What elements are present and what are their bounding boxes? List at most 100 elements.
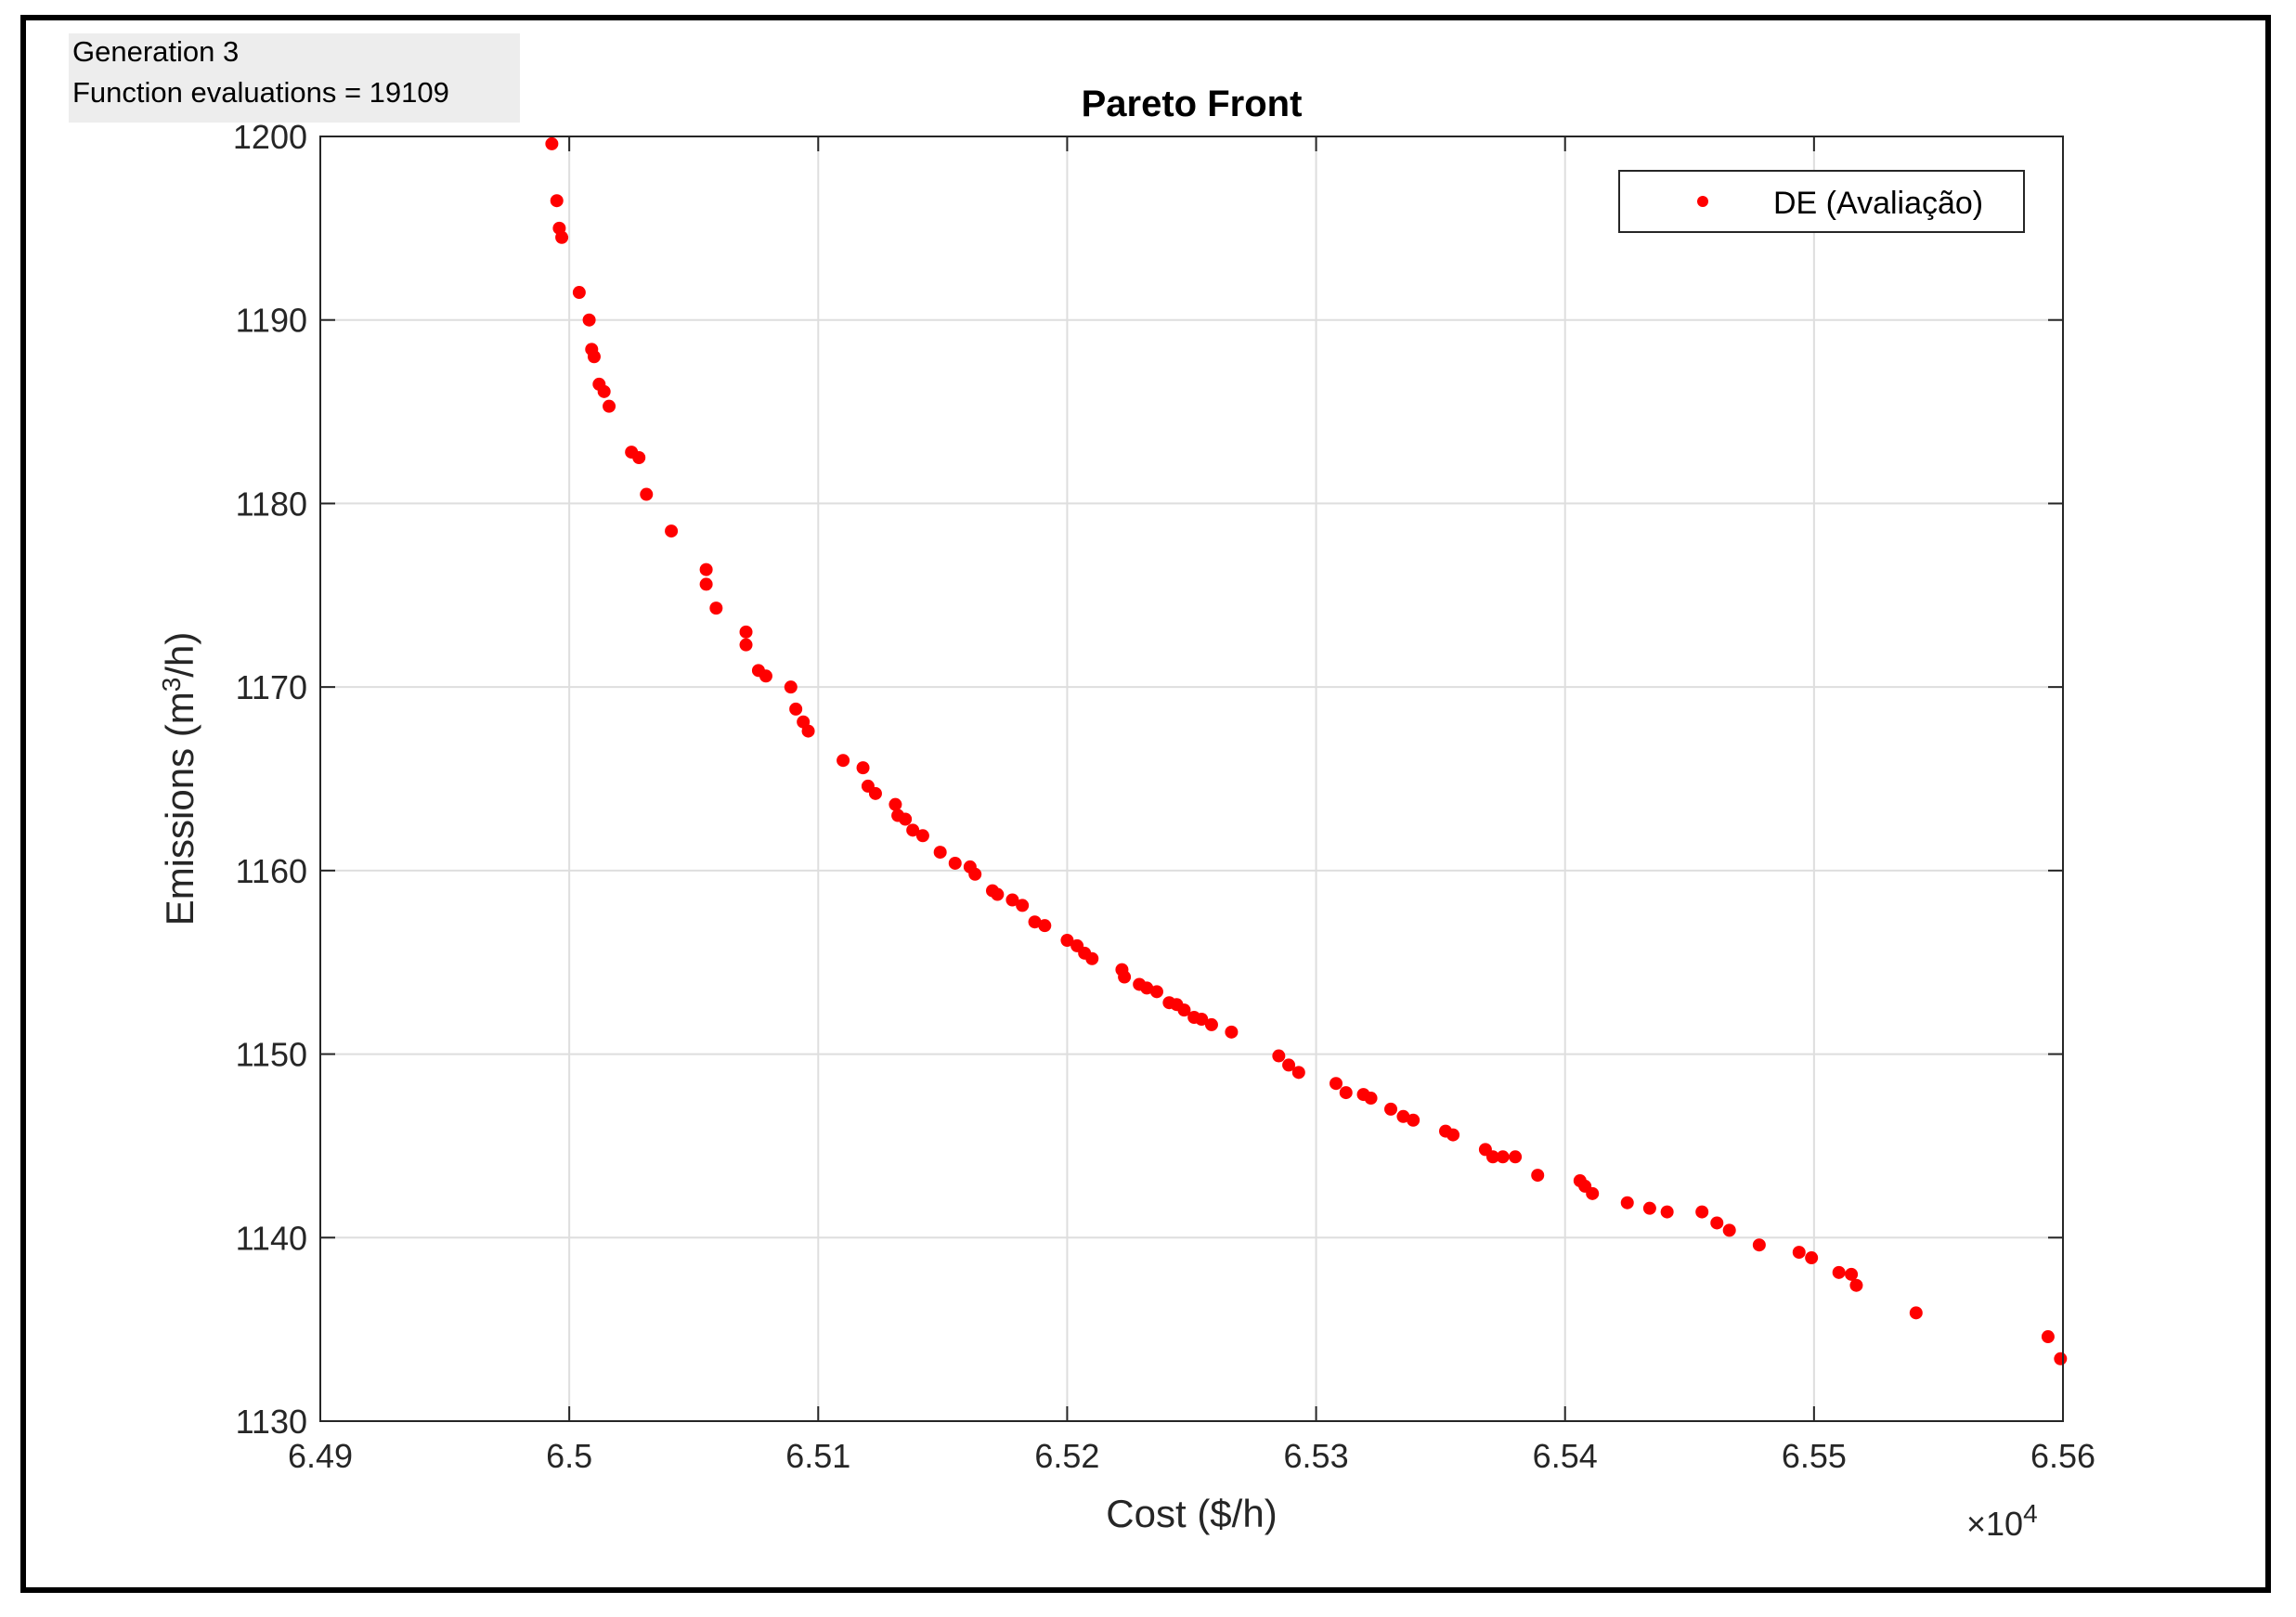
data-point bbox=[545, 136, 559, 150]
data-point bbox=[1909, 1306, 1923, 1320]
data-point bbox=[582, 313, 596, 327]
data-point bbox=[1849, 1278, 1863, 1292]
data-point bbox=[1531, 1169, 1545, 1183]
data-point bbox=[555, 230, 569, 244]
data-point bbox=[632, 451, 646, 464]
data-point bbox=[1509, 1150, 1523, 1164]
data-point bbox=[784, 680, 798, 694]
y-tick-label: 1200 bbox=[233, 118, 307, 156]
y-tick-label: 1190 bbox=[236, 302, 307, 340]
data-point bbox=[856, 761, 870, 775]
x-tick-label: 6.53 bbox=[1284, 1437, 1349, 1475]
data-point bbox=[1140, 981, 1154, 995]
data-point bbox=[587, 350, 601, 364]
data-point bbox=[1396, 1109, 1410, 1123]
y-axis-title-sup: 3 bbox=[157, 678, 186, 692]
legend-marker bbox=[1697, 196, 1708, 207]
data-point bbox=[1792, 1246, 1806, 1260]
data-point bbox=[1339, 1086, 1353, 1100]
data-point bbox=[1805, 1251, 1819, 1265]
data-point bbox=[1722, 1223, 1736, 1237]
data-point bbox=[2041, 1330, 2055, 1344]
data-point bbox=[801, 724, 815, 738]
data-point bbox=[1384, 1102, 1398, 1116]
data-point bbox=[837, 754, 850, 768]
data-point bbox=[948, 856, 962, 870]
y-tick-label: 1140 bbox=[236, 1219, 307, 1257]
data-point bbox=[2054, 1352, 2068, 1365]
data-point bbox=[699, 577, 713, 591]
data-point bbox=[789, 702, 803, 716]
data-point bbox=[1028, 915, 1042, 929]
data-point bbox=[1586, 1186, 1600, 1200]
axis-ticks: 6.49 6.5 6.51 6.52 6.53 6.54 6.55 6.56 1130 1140 1… bbox=[233, 118, 2095, 1475]
data-point bbox=[699, 563, 713, 576]
x-tick-label: 6.52 bbox=[1034, 1437, 1099, 1475]
data-point bbox=[991, 887, 1005, 901]
legend-box bbox=[1618, 170, 2025, 233]
data-point bbox=[1005, 893, 1019, 907]
x-tick-label: 6.56 bbox=[2030, 1437, 2095, 1475]
data-point bbox=[1485, 1150, 1499, 1164]
x-tick-label: 6.49 bbox=[288, 1437, 353, 1475]
y-axis-title: Emissions (m3/h) bbox=[157, 632, 201, 926]
data-point bbox=[1204, 1017, 1218, 1031]
status-box: Generation 3 Function evaluations = 1910… bbox=[69, 33, 520, 123]
data-point bbox=[1710, 1216, 1724, 1230]
data-point bbox=[1177, 1003, 1191, 1017]
data-point bbox=[1832, 1265, 1846, 1279]
data-point bbox=[933, 846, 947, 860]
axes-box bbox=[319, 136, 2064, 1422]
data-point bbox=[1060, 933, 1074, 947]
legend: DE (Avaliação) bbox=[1618, 170, 2025, 233]
data-point bbox=[968, 867, 982, 881]
y-tick-label: 1170 bbox=[236, 668, 307, 706]
y-tick-label: 1130 bbox=[236, 1403, 307, 1441]
data-point bbox=[709, 602, 723, 615]
data-point bbox=[597, 384, 611, 398]
data-point bbox=[1496, 1150, 1510, 1164]
x-tick-label: 6.51 bbox=[785, 1437, 850, 1475]
data-point bbox=[906, 823, 920, 837]
data-point bbox=[1330, 1077, 1343, 1091]
data-point bbox=[739, 638, 753, 652]
data-point bbox=[572, 286, 586, 300]
data-point bbox=[1149, 985, 1163, 999]
data-point bbox=[1407, 1113, 1420, 1127]
data-point bbox=[1085, 951, 1099, 965]
data-point bbox=[1016, 899, 1030, 912]
y-tick-label: 1180 bbox=[236, 485, 307, 523]
data-point bbox=[603, 399, 616, 413]
data-point bbox=[1038, 919, 1052, 933]
x-axis-exponent: ×104 bbox=[1966, 1499, 2038, 1543]
data-point bbox=[889, 797, 902, 811]
data-point bbox=[1291, 1066, 1305, 1080]
data-point bbox=[1642, 1201, 1656, 1215]
data-point bbox=[1195, 1013, 1209, 1027]
x-axis-title: Cost ($/h) bbox=[1106, 1492, 1277, 1535]
x-tick-label: 6.55 bbox=[1782, 1437, 1847, 1475]
y-tick-label: 1150 bbox=[236, 1036, 307, 1074]
data-point bbox=[739, 625, 753, 639]
x-axis-exponent-base: ×10 bbox=[1966, 1505, 2023, 1543]
data-point bbox=[1660, 1205, 1674, 1219]
data-point bbox=[1695, 1205, 1709, 1219]
data-point bbox=[1620, 1196, 1634, 1210]
data-point bbox=[759, 669, 772, 683]
data-point bbox=[1364, 1092, 1378, 1106]
data-point bbox=[868, 786, 882, 800]
data-point bbox=[1272, 1049, 1286, 1063]
x-axis-exponent-power: 4 bbox=[2023, 1499, 2038, 1528]
grid bbox=[319, 136, 2064, 1422]
data-point bbox=[1752, 1238, 1766, 1252]
data-point bbox=[640, 487, 654, 501]
y-axis-title-main: Emissions (m bbox=[158, 692, 201, 925]
chart-title: Pareto Front bbox=[1082, 84, 1303, 124]
data-point bbox=[915, 829, 929, 843]
data-point bbox=[1225, 1025, 1239, 1039]
generation-text: Generation 3 bbox=[72, 35, 240, 68]
series-de bbox=[545, 136, 2068, 1365]
legend-label: DE (Avaliação) bbox=[1773, 186, 1983, 221]
data-point bbox=[1845, 1267, 1859, 1281]
